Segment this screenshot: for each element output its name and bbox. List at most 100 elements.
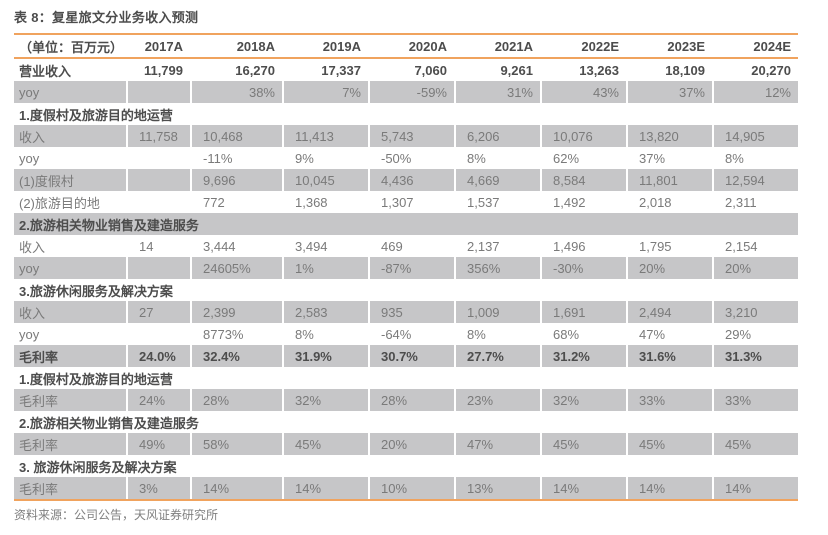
cell-row-label: yoy [14,81,126,103]
cell-value: -11% [203,150,233,166]
cell-value: 31.6% [628,345,712,367]
table-row: 毛利率 3% 14% 14% 10% 13% 14% 14% 14% [14,477,798,499]
cell-value: 7% [284,81,368,103]
cell-value: 13% [456,477,540,499]
cell-value: 31% [456,81,540,103]
cell-column-header: 2020A [408,38,447,54]
cell-value: 469 [381,238,403,254]
cell-column-header: 2021A [494,38,533,54]
cell-value: 33% [714,389,798,411]
divider-top [14,33,798,35]
section-row: 1.度假村及旅游目的地运营 [14,103,798,125]
cell-value: 43% [542,81,626,103]
cell-value: 27.7% [456,345,540,367]
cell-value: 1,537 [467,194,500,210]
cell-value: 3% [128,477,190,499]
cell-value: 8% [295,326,314,342]
cell-value: 9% [295,150,314,166]
cell-value: 12% [714,81,798,103]
cell-value: 10,076 [542,125,626,147]
cell-value: 3,494 [295,238,328,254]
cell-value: 33% [628,389,712,411]
section-row: 1.度假村及旅游目的地运营 [14,367,798,389]
cell-value: 10,045 [284,169,368,191]
cell-value: -50% [381,150,412,166]
section-label: 3.旅游休闲服务及解决方案 [19,283,173,299]
table-row: yoy 8773% 8% -64% 8% 68% 47% 29% [14,323,798,345]
cell-value: 31.2% [542,345,626,367]
cell-value: 8,584 [542,169,626,191]
cell-value: 1,795 [639,238,672,254]
cell-value: 2,399 [192,301,282,323]
cell-value: 1,691 [542,301,626,323]
section-label: 1.度假村及旅游目的地运营 [19,107,173,123]
cell-value: 5,743 [370,125,454,147]
cell-value: 14% [284,477,368,499]
section-label: 2.旅游相关物业销售及建造服务 [19,415,199,431]
cell-value: 935 [370,301,454,323]
cell-value: 30.7% [370,345,454,367]
cell-value: 2,494 [628,301,712,323]
cell-value: 11,758 [128,125,190,147]
cell-value: 17,337 [321,62,361,78]
cell-value: 4,436 [370,169,454,191]
cell-column-header: 2023E [667,38,705,54]
forecast-table: （单位：百万元） 2017A 2018A 2019A 2020A 2021A 2022E 20… [14,33,798,501]
cell-value: 24605% [192,257,282,279]
cell-value: 10% [370,477,454,499]
table-row: yoy 24605% 1% -87% 356% -30% 20% 20% [14,257,798,279]
cell-value: -64% [381,326,412,342]
cell-value: 772 [203,194,225,210]
section-row: 2.旅游相关物业销售及建造服务 [14,213,798,235]
cell-value: 8% [467,326,486,342]
cell-value: 16,270 [235,62,275,78]
cell-value: 47% [456,433,540,455]
cell-value: 20% [628,257,712,279]
cell-value: 45% [714,433,798,455]
table-row: 营业收入 11,799 16,270 17,337 7,060 9,261 13,263 18… [14,59,798,81]
cell-row-label: yoy [19,150,40,166]
cell-value: 68% [553,326,580,342]
source-note: 资料来源：公司公告，天风证券研究所 [14,508,219,522]
cell-row-label: 毛利率 [14,433,126,455]
cell-value: 24.0% [128,345,190,367]
divider-under-header [14,57,798,59]
cell-value: 8% [725,150,744,166]
table-header-row: （单位：百万元） 2017A 2018A 2019A 2020A 2021A 2022E 20… [14,35,798,57]
cell-value: 2,137 [467,238,500,254]
cell-value: 14,905 [714,125,798,147]
cell-value: 1% [284,257,368,279]
cell-value: 24% [128,389,190,411]
cell-row-label: 毛利率 [14,477,126,499]
cell-value: 32% [542,389,626,411]
table-row: yoy -11% 9% -50% 8% 62% 37% 8% [14,147,798,169]
cell-value: 27 [128,301,190,323]
cell-value: 18,109 [665,62,705,78]
cell-value: 45% [542,433,626,455]
table-row: (2)旅游目的地 772 1,368 1,307 1,537 1,492 2,018 2,31… [14,191,798,213]
cell-value: -59% [370,81,454,103]
cell-value: 11,801 [628,169,712,191]
cell-value: -30% [542,257,626,279]
cell-value: 9,696 [192,169,282,191]
cell-column-header: 2017A [144,38,183,54]
cell-value [128,191,190,213]
table-row: 毛利率 24% 28% 32% 28% 23% 32% 33% 33% [14,389,798,411]
table-row: 收入 11,758 10,468 11,413 5,743 6,206 10,076 13,8… [14,125,798,147]
cell-value: 1,009 [456,301,540,323]
cell-value: 14 [139,238,154,254]
table-row: 毛利率 49% 58% 45% 20% 47% 45% 45% 45% [14,433,798,455]
cell-value: 38% [192,81,282,103]
cell-value: 2,583 [284,301,368,323]
cell-value: 8773% [203,326,244,342]
cell-value: 1,368 [295,194,328,210]
cell-column-header: 2018A [236,38,275,54]
cell-row-label: 毛利率 [14,345,126,367]
cell-value: 32.4% [192,345,282,367]
cell-value [128,147,190,169]
cell-value: 23% [456,389,540,411]
cell-value: 1,496 [553,238,586,254]
table-body: 营业收入 11,799 16,270 17,337 7,060 9,261 13,263 18… [14,59,798,499]
cell-value [128,323,190,345]
